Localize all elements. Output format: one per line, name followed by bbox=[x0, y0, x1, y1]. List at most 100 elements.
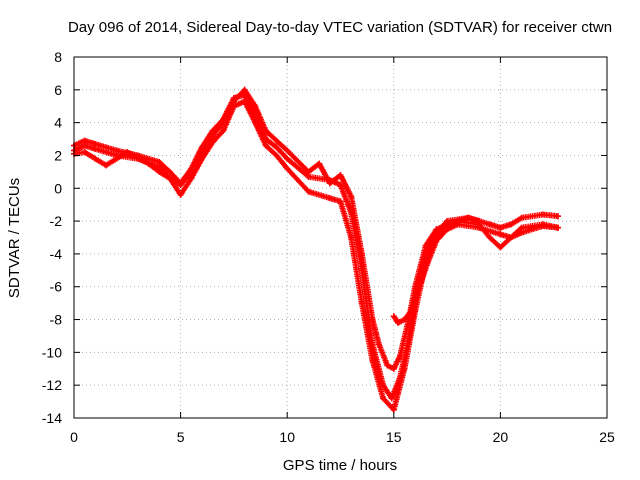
data-point bbox=[369, 316, 376, 323]
data-point bbox=[177, 182, 184, 188]
data-point bbox=[273, 152, 280, 159]
x-tick-label: 10 bbox=[279, 429, 295, 445]
y-tick-label: 8 bbox=[54, 49, 62, 65]
y-tick-label: -6 bbox=[50, 279, 63, 295]
data-point bbox=[103, 162, 109, 169]
data-point bbox=[422, 242, 429, 249]
data-point bbox=[252, 119, 259, 126]
data-point bbox=[337, 198, 344, 205]
data-point bbox=[407, 308, 414, 315]
data-point bbox=[284, 147, 291, 154]
data-point bbox=[273, 144, 280, 151]
data-point bbox=[416, 283, 423, 290]
y-tick-label: -12 bbox=[42, 377, 62, 393]
data-point bbox=[188, 175, 195, 182]
x-tick-label: 25 bbox=[599, 429, 615, 445]
data-point bbox=[375, 341, 382, 348]
x-tick-label: 0 bbox=[70, 429, 78, 445]
y-tick-label: 2 bbox=[54, 147, 62, 163]
data-point bbox=[177, 191, 184, 198]
data-point bbox=[220, 119, 227, 126]
data-point bbox=[92, 145, 99, 152]
y-tick-label: -2 bbox=[50, 213, 63, 229]
data-point bbox=[262, 142, 269, 149]
data-point bbox=[390, 313, 397, 320]
y-axis-label: SDTVAR / TECUs bbox=[6, 178, 23, 298]
data-point bbox=[284, 155, 291, 162]
data-point bbox=[284, 165, 291, 172]
data-point bbox=[209, 132, 216, 139]
data-point bbox=[337, 182, 344, 188]
y-tick-label: -10 bbox=[42, 344, 62, 360]
y-tick-label: -8 bbox=[50, 312, 63, 328]
data-point bbox=[444, 226, 451, 233]
data-point bbox=[540, 221, 546, 228]
series-track-c bbox=[71, 86, 561, 372]
y-tick-label: 0 bbox=[54, 180, 62, 196]
y-tick-label: 4 bbox=[54, 115, 62, 131]
data-point bbox=[92, 155, 99, 162]
data-point bbox=[348, 193, 355, 200]
data-point bbox=[241, 98, 248, 105]
data-point bbox=[348, 234, 355, 241]
data-point bbox=[358, 300, 365, 307]
data-point bbox=[262, 127, 269, 134]
x-axis-label: GPS time / hours bbox=[283, 457, 397, 474]
data-point bbox=[486, 234, 493, 241]
data-point bbox=[390, 365, 397, 372]
data-point bbox=[444, 218, 451, 225]
y-tick-label: -4 bbox=[50, 246, 63, 262]
data-point bbox=[424, 259, 431, 266]
data-point bbox=[369, 357, 376, 364]
series-track-d bbox=[390, 214, 483, 326]
data-point bbox=[145, 160, 152, 167]
data-point bbox=[433, 237, 440, 244]
x-tick-label: 20 bbox=[493, 429, 509, 445]
data-point bbox=[220, 127, 227, 134]
grid-lines bbox=[74, 57, 607, 418]
data-point bbox=[555, 224, 561, 231]
data-point bbox=[305, 188, 312, 195]
data-point bbox=[380, 395, 387, 402]
data-point bbox=[401, 365, 408, 372]
data-point bbox=[518, 224, 525, 231]
plot-frame bbox=[73, 56, 608, 419]
data-point bbox=[316, 160, 323, 167]
x-tick-label: 15 bbox=[386, 429, 402, 445]
data-point bbox=[166, 168, 173, 175]
data-point bbox=[395, 319, 402, 326]
y-tick-label: -14 bbox=[42, 410, 62, 426]
data-point bbox=[81, 142, 88, 149]
data-point bbox=[388, 395, 395, 402]
data-point bbox=[273, 137, 280, 144]
data-point bbox=[433, 226, 440, 233]
chart-title: Day 096 of 2014, Sidereal Day-to-day VTE… bbox=[68, 19, 612, 36]
x-tick-label: 5 bbox=[177, 429, 185, 445]
data-point bbox=[326, 195, 333, 202]
data-point bbox=[252, 103, 259, 110]
data-point bbox=[497, 224, 504, 231]
data-point bbox=[508, 221, 515, 228]
data-point bbox=[305, 168, 312, 175]
data-point bbox=[166, 175, 173, 182]
data-point bbox=[497, 231, 504, 238]
data-point bbox=[188, 168, 195, 175]
data-point bbox=[518, 214, 525, 221]
data-point bbox=[497, 244, 504, 251]
data-point bbox=[230, 98, 237, 105]
data-point bbox=[397, 352, 404, 359]
data-point bbox=[198, 149, 205, 156]
data-point bbox=[486, 221, 493, 228]
data-point bbox=[326, 180, 333, 187]
data-point bbox=[81, 149, 88, 156]
data-series-layer bbox=[71, 86, 561, 413]
data-point bbox=[476, 218, 483, 225]
data-point bbox=[241, 86, 248, 93]
y-tick-label: 6 bbox=[54, 82, 62, 98]
data-point bbox=[540, 211, 546, 218]
data-point bbox=[508, 234, 515, 241]
data-point bbox=[390, 406, 397, 413]
data-point bbox=[555, 213, 561, 220]
